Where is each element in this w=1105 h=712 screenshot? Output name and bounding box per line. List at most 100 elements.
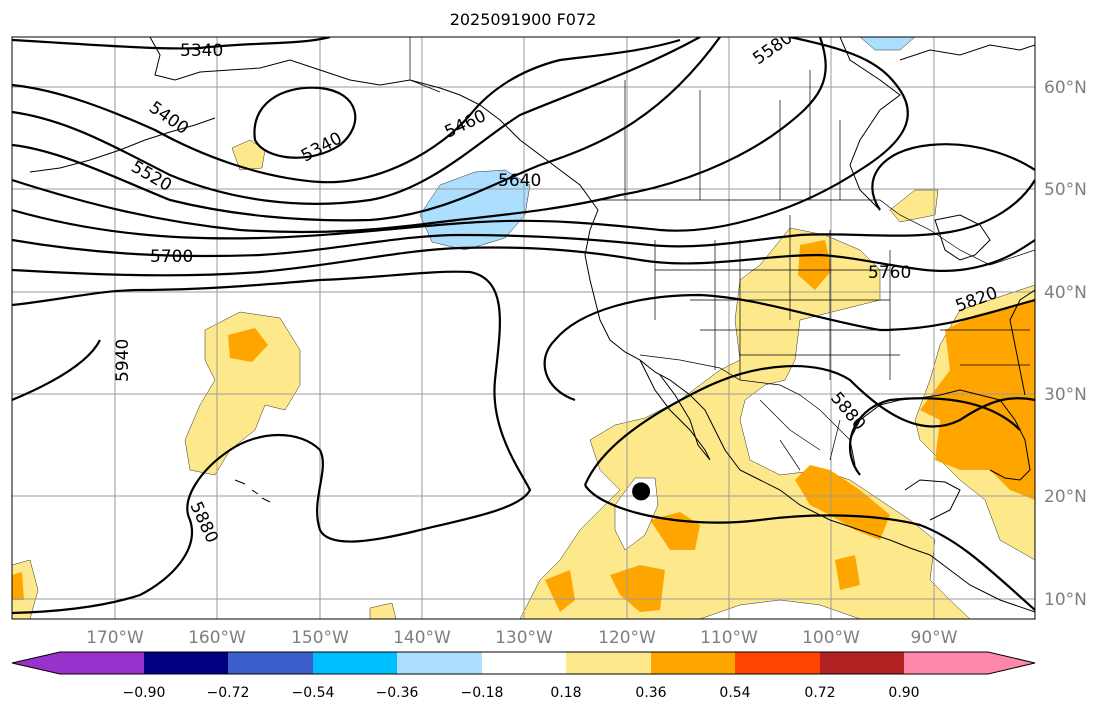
border-us-mexico (639, 354, 851, 441)
colorbar-tick-label: −0.72 (207, 685, 250, 701)
contour-5640 (12, 37, 909, 240)
contour-5760-low (871, 143, 1035, 211)
shade-mod-mexico (795, 465, 890, 540)
contour-5880-hawaii (12, 434, 321, 615)
lat-tick-label: 50°N (1044, 180, 1087, 200)
colorbar-tick-label: 0.72 (804, 685, 835, 701)
contour-5340-low (253, 86, 357, 159)
contour-5580 (12, 37, 827, 234)
colorbar-extend-right (988, 652, 1035, 674)
lon-tick-label: 160°W (188, 628, 246, 648)
colorbar: −0.90 −0.72 −0.54 −0.36 −0.18 0.18 0.36 … (11, 651, 1036, 701)
border-mexico-states (759, 399, 841, 471)
colorbar-bin (60, 652, 144, 674)
contour-5700 (12, 179, 1035, 258)
lon-tick-label: 90°W (911, 628, 958, 648)
contour-5520 (12, 37, 721, 222)
colorbar-bin (228, 652, 313, 674)
map-area: 5340 5340 5400 5460 5520 5580 5640 5700 … (12, 37, 1035, 619)
lat-tick-label: 30°N (1044, 385, 1087, 405)
shade-negative-gulf-of-alaska (419, 169, 531, 251)
contour-5880-south (584, 484, 1035, 611)
shade-mod-pacific3 (545, 570, 575, 612)
colorbar-bin (482, 652, 566, 674)
contour-5400 (12, 38, 681, 184)
colorbar-bin (313, 652, 397, 674)
contour-label: 5940 (113, 339, 133, 382)
shade-mod-gulfcoast (920, 300, 1035, 500)
lon-tick-label: 150°W (291, 628, 349, 648)
contour-label: 5640 (498, 171, 541, 191)
border-us-canada (598, 199, 1035, 266)
coast-greatlakes (934, 214, 991, 261)
shade-negative-hudson (859, 37, 916, 51)
border-provinces (624, 70, 841, 200)
longitude-axis: 170°W 160°W 150°W 140°W 130°W 120°W 110°… (86, 628, 958, 648)
lon-tick-label: 140°W (393, 628, 451, 648)
shade-mod-pacific4 (835, 555, 860, 590)
lon-tick-label: 120°W (598, 628, 656, 648)
colorbar-bin (820, 652, 904, 674)
coast-hawaii (234, 479, 271, 503)
shade-mod-corner (12, 572, 24, 600)
colorbar-tick-label: 0.36 (635, 685, 666, 701)
coast-gulf (849, 389, 1031, 481)
contour-5340-north (12, 37, 331, 50)
colorbar-tick-label: 0.18 (550, 685, 581, 701)
political-borders (409, 37, 1035, 471)
colorbar-bin (566, 652, 651, 674)
colorbar-tick-label: −0.18 (461, 685, 504, 701)
colorbar-bin (904, 652, 988, 674)
coast-yucatan (904, 479, 961, 521)
shade-mod-pacific1 (610, 565, 665, 612)
lon-tick-label: 110°W (700, 628, 758, 648)
colorbar-outline (11, 651, 1036, 675)
coast-canada-islands (899, 44, 1035, 61)
colorbar-tick-label: −0.54 (292, 685, 335, 701)
colorbar-bin (397, 652, 482, 674)
colorbar-bin (144, 652, 228, 674)
coast-baja (639, 359, 711, 461)
border-states (654, 215, 1030, 380)
lat-tick-label: 40°N (1044, 283, 1087, 303)
coast-eastcoast (1009, 289, 1035, 396)
lon-tick-label: 170°W (86, 628, 144, 648)
location-marker (632, 482, 651, 501)
colorbar-tick-label: −0.90 (123, 685, 166, 701)
lat-tick-label: 20°N (1044, 487, 1087, 507)
coast-alaska (149, 37, 599, 211)
shading-layer (12, 37, 1035, 619)
lon-tick-label: 100°W (802, 628, 860, 648)
colorbar-bin (735, 652, 820, 674)
shade-positive-south (369, 602, 397, 619)
contour-5460 (12, 37, 701, 205)
coast-hudson (839, 37, 901, 211)
latitude-axis: 60°N 50°N 40°N 30°N 20°N 10°N (1044, 78, 1087, 610)
contour-5880-gulf (848, 397, 1021, 476)
contour-label: 5340 (180, 41, 223, 61)
coast-westcoast (584, 209, 1035, 613)
figure-title: 2025091900 F072 (450, 10, 597, 29)
shade-positive-canada (889, 189, 939, 223)
contour-label: 5700 (150, 247, 193, 267)
shade-mod-hawaii (228, 328, 268, 362)
lat-tick-label: 10°N (1044, 590, 1087, 610)
colorbar-tick-label: −0.36 (376, 685, 419, 701)
contour-5880-mex (583, 364, 1035, 486)
lat-tick-label: 60°N (1044, 78, 1087, 98)
contour-5820-ridge (12, 339, 101, 402)
contour-5760 (12, 239, 1035, 277)
contour-5820-us (543, 293, 1035, 402)
coastlines (29, 37, 1035, 613)
contour-5820 (12, 270, 532, 543)
lon-tick-label: 130°W (495, 628, 553, 648)
contour-label: 5760 (868, 263, 911, 283)
border-alaska-canada (409, 37, 441, 93)
colorbar-bin (651, 652, 735, 674)
height-contours (12, 37, 1035, 615)
colorbar-extend-left (12, 652, 60, 674)
map-frame (11, 36, 1036, 620)
colorbar-tick-label: 0.54 (719, 685, 750, 701)
colorbar-tick-label: 0.90 (888, 685, 919, 701)
